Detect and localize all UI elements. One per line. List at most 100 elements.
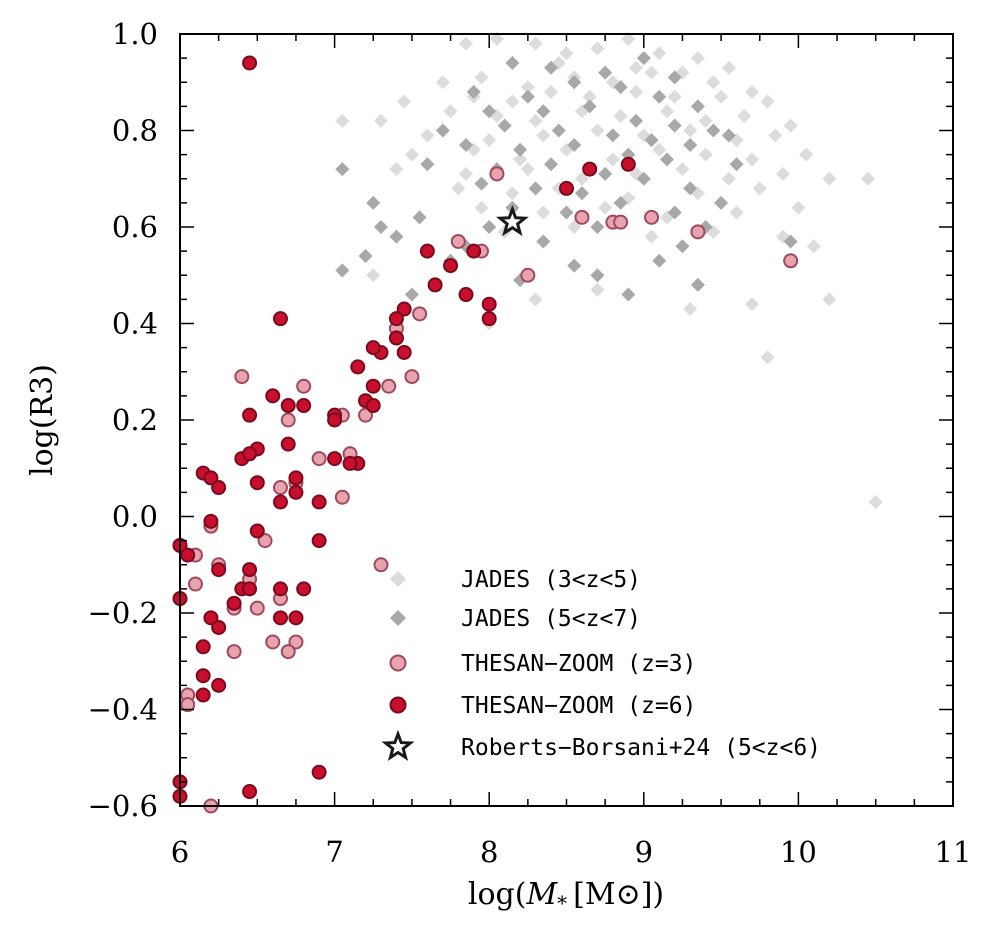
point-thesan-zoom-z-6-19 [365,378,381,394]
point-jades-3-z-5-20 [397,94,412,109]
point-jades-5-z-7-60 [621,287,636,302]
point-thesan-zoom-z-6-46 [180,547,196,563]
point-jades-5-z-7-5 [466,84,481,99]
point-jades-5-z-7-12 [536,104,551,119]
x-axis-title: log(M* [M⊙]) [468,877,664,915]
point-jades-5-z-7-17 [435,123,450,138]
point-thesan-zoom-z-6-21 [365,398,381,414]
point-thesan-zoom-z-6-56 [203,610,219,626]
point-jades-5-z-7-29 [729,157,744,172]
point-jades-3-z-5-53 [652,142,667,157]
point-jades-3-z-5-84 [528,292,543,307]
point-thesan-zoom-z-6-23 [327,412,343,428]
point-jades-3-z-5-50 [513,152,528,167]
point-thesan-zoom-z-3-6 [783,253,799,269]
point-jades-3-z-5-43 [590,123,605,138]
point-thesan-zoom-z-3-41 [373,557,389,573]
legend-marker-thesan-z3 [389,654,407,672]
point-jades-3-z-5-40 [420,128,435,143]
point-jades-5-z-7-20 [605,128,620,143]
point-thesan-zoom-z-6-36 [203,470,219,486]
point-thesan-zoom-z-3-8 [450,233,466,249]
y-tick-label: 0.4 [112,307,158,341]
point-jades-5-z-7-52 [675,239,690,254]
point-jades-3-z-5-54 [698,147,713,162]
point-jades-5-z-7-15 [667,118,682,133]
x-tick-label: 6 [171,835,189,869]
point-thesan-zoom-z-6-5 [419,243,435,259]
point-thesan-zoom-z-3-34 [288,634,304,650]
point-thesan-zoom-z-6-41 [272,494,288,510]
point-thesan-zoom-z-6-48 [242,562,258,578]
legend-label-roberts-borsani: Roberts−Borsani+24 (5<z<6) [461,735,821,761]
point-thesan-zoom-z-6-6 [443,258,459,274]
point-thesan-zoom-z-6-2 [582,161,598,177]
point-jades-3-z-5-3 [559,46,574,61]
point-jades-3-z-5-62 [675,162,690,177]
point-jades-3-z-5-34 [613,109,628,124]
point-jades-5-z-7-35 [683,181,698,196]
point-jades-3-z-5-66 [505,186,520,201]
point-thesan-zoom-z-6-31 [280,436,296,452]
point-jades-3-z-5-12 [435,75,450,90]
point-thesan-zoom-z-6-44 [249,523,265,539]
point-thesan-zoom-z-6-60 [195,639,211,655]
point-jades-3-z-5-39 [335,113,350,128]
point-jades-5-z-7-14 [629,113,644,128]
legend-label-jades-z3-5: JADES (3<z<5) [461,567,641,593]
point-thesan-zoom-z-6-32 [327,451,343,467]
point-jades-5-z-7-8 [613,80,628,95]
point-jades-3-z-5-63 [721,171,736,186]
point-thesan-zoom-z-3-7 [520,267,536,283]
point-jades-5-z-7-49 [389,229,404,244]
point-jades-3-z-5-36 [698,113,713,128]
point-jades-5-z-7-22 [683,137,698,152]
point-jades-5-z-7-65 [590,268,605,283]
point-thesan-zoom-z-3-38 [180,697,196,713]
point-thesan-zoom-z-3-17 [296,378,312,394]
x-tick-label: 7 [325,835,343,869]
point-jades-5-z-7-36 [474,176,489,191]
legend-label-jades-z5-7: JADES (5<z<7) [461,606,641,632]
point-jades-3-z-5-30 [443,104,458,119]
point-thesan-zoom-z-6-57 [211,619,227,635]
point-jades-5-z-7-18 [497,118,512,133]
point-jades-3-z-5-70 [752,181,767,196]
point-jades-3-z-5-58 [459,166,474,181]
x-tick-label: 8 [480,835,498,869]
point-jades-3-z-5-26 [667,89,682,104]
point-jades-3-z-5-37 [737,109,752,124]
axis-tick-labels: 6 7 8 9 10 11 −0.6 −0.4 −0.2 0.0 0.2 0.4 0.6 0.8 1.0 [88,17,972,869]
point-thesan-zoom-z-6-4 [466,243,482,259]
point-thesan-zoom-z-3-15 [358,407,374,423]
point-thesan-zoom-z-3-20 [311,451,327,467]
point-thesan-zoom-z-6-10 [481,311,497,327]
y-tick-label: 0.0 [112,500,158,534]
point-jades-5-z-7-57 [652,253,667,268]
point-jades-3-z-5-23 [544,84,559,99]
point-thesan-zoom-z-3-1 [574,209,590,225]
point-jades-3-z-5-88 [822,292,837,307]
point-jades-3-z-5-64 [775,166,790,181]
point-jades-5-z-7-4 [667,70,682,85]
point-thesan-zoom-z-6-40 [288,484,304,500]
point-jades-3-z-5-22 [505,94,520,109]
point-thesan-zoom-z-3-5 [690,224,706,240]
point-roberts-borsani-24-5-z-6-0 [495,204,529,237]
point-jades-5-z-7-21 [644,133,659,148]
point-thesan-zoom-z-3-23 [272,480,288,496]
point-jades-3-z-5-72 [474,200,489,215]
point-thesan-zoom-z-6-14 [396,344,412,360]
point-thesan-zoom-z-6-43 [203,513,219,529]
point-jades-3-z-5-0 [459,36,474,51]
point-thesan-zoom-z-6-13 [388,330,404,346]
point-thesan-zoom-z-6-51 [242,581,258,597]
point-jades-5-z-7-26 [567,137,582,152]
point-thesan-zoom-z-6-26 [296,398,312,414]
point-jades-5-z-7-23 [721,128,736,143]
point-thesan-zoom-z-6-8 [458,287,474,303]
point-thesan-zoom-z-6-39 [288,470,304,486]
point-jades-5-z-7-33 [598,166,613,181]
point-thesan-zoom-z-6-53 [272,581,288,597]
point-jades-5-z-7-6 [520,89,535,104]
